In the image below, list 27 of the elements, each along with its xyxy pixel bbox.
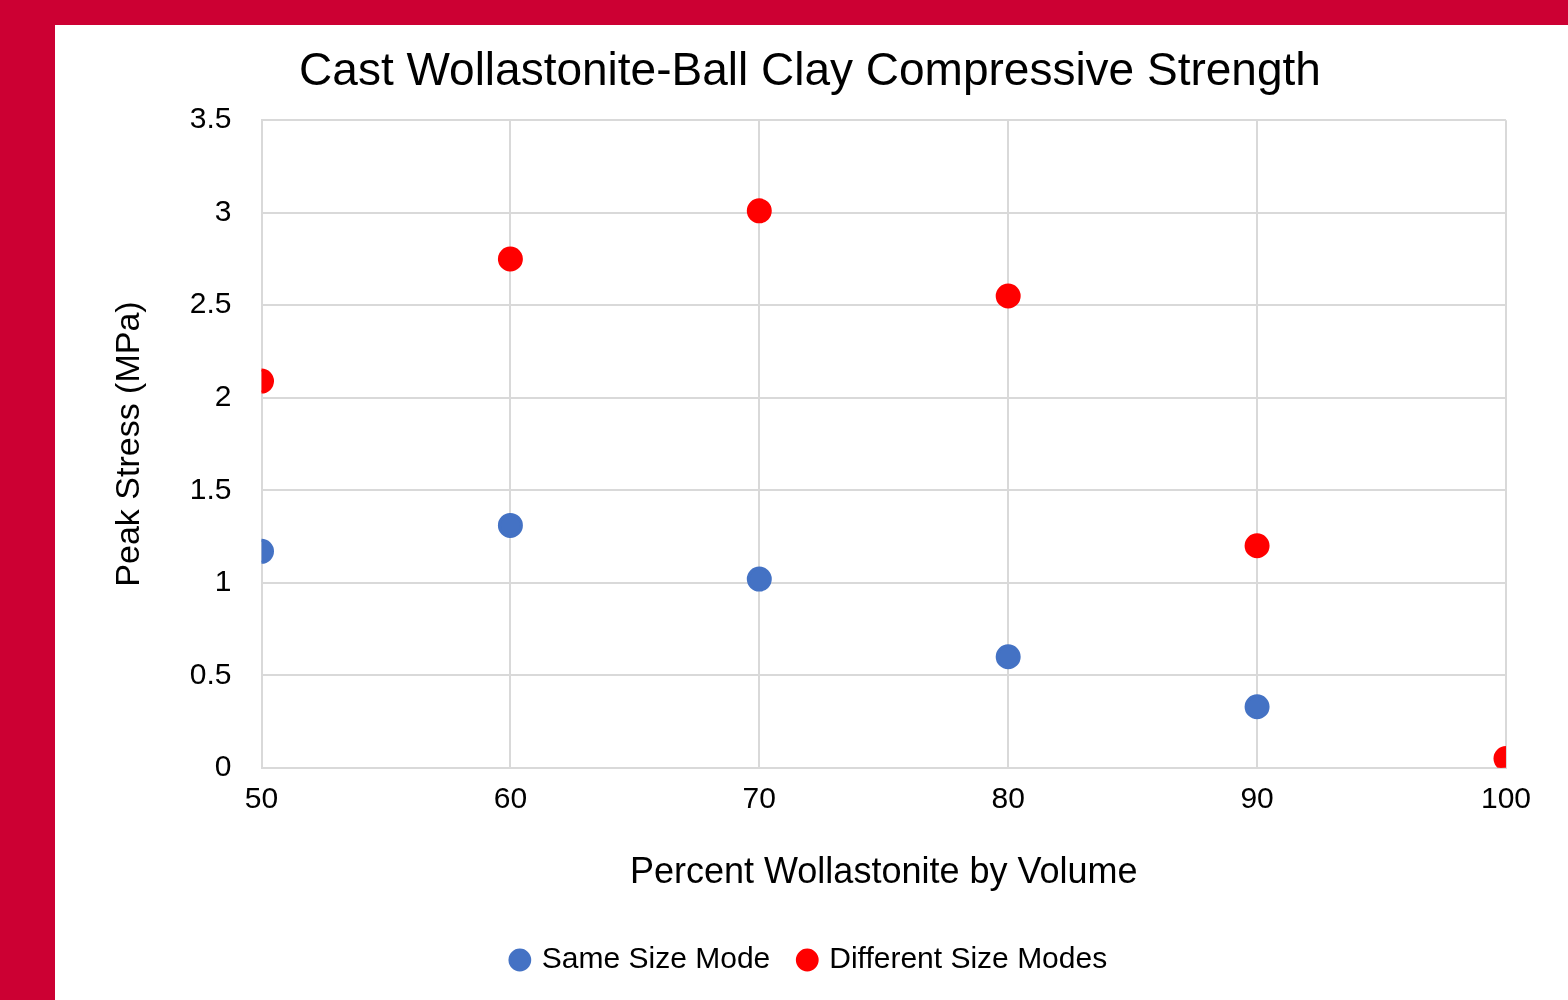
x-tick-label: 60: [493, 781, 528, 815]
y-tick-label: 2: [214, 379, 232, 413]
legend-label: Different Size Modes: [829, 941, 1108, 975]
y-tick-label: 1: [214, 564, 232, 598]
point: [497, 246, 523, 272]
x-tick-label: 90: [1240, 781, 1274, 815]
chart-title: Cast Wollastonite-Ball Clay Compressive Strength: [299, 43, 1321, 96]
y-tick-label: 2.5: [189, 286, 232, 320]
y-tick-label: 0.5: [189, 656, 232, 690]
point: [995, 644, 1021, 670]
y-tick-label: 1.5: [189, 471, 232, 505]
point: [1244, 694, 1270, 720]
point: [746, 198, 772, 224]
y-tick-label: 3.5: [189, 101, 232, 135]
point: [995, 283, 1021, 309]
x-tick-label: 70: [742, 781, 776, 815]
y-tick-label: 0: [214, 749, 232, 783]
x-axis-title: Percent Wollastonite by Volume: [629, 850, 1138, 892]
point: [497, 512, 523, 538]
x-tick-label: 80: [991, 781, 1025, 815]
x-tick-label: 100: [1480, 781, 1531, 815]
point: [746, 566, 772, 592]
x-tick-label: 50: [244, 781, 279, 815]
y-tick-label: 3: [214, 193, 232, 227]
point: [1244, 533, 1270, 559]
y-axis-title: Peak Stress (MPa): [107, 301, 146, 587]
legend-label: Same Size Mode: [541, 941, 771, 975]
